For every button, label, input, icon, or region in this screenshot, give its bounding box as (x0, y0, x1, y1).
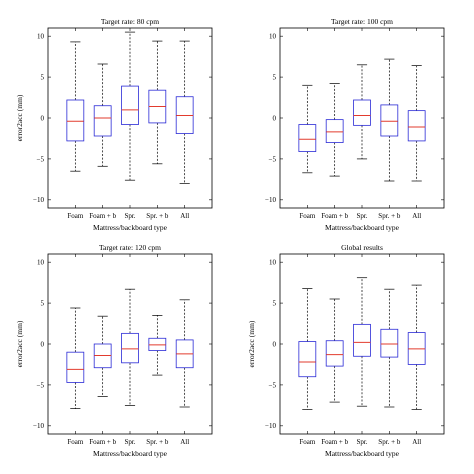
box-3 (353, 277, 371, 407)
box-1 (298, 288, 317, 410)
box-5 (175, 40, 194, 184)
box-1 (66, 307, 85, 409)
y-tick-label: 10 (269, 33, 277, 41)
y-tick-label: 5 (41, 299, 45, 307)
iqr-box (380, 104, 399, 137)
panel-1: Target rate: 80 cpm Mattress/backboard ty… (15, 17, 213, 232)
y-tick-label: 5 (273, 73, 277, 81)
chart-title: Global results (341, 243, 383, 252)
y-axis-label: error2acc (mm) (247, 320, 256, 367)
chart-title: Target rate: 100 cpm (331, 17, 393, 26)
box-3 (121, 31, 139, 181)
box-1 (298, 84, 317, 174)
box-4 (380, 58, 399, 182)
y-tick-label: 10 (37, 33, 45, 41)
x-tick-label: Spr. (124, 438, 135, 446)
x-tick-label: Spr. + b (378, 212, 401, 220)
y-tick-label: −10 (33, 422, 44, 430)
panel-2: Target rate: 100 cpm Mattress/backboard t… (265, 17, 445, 232)
iqr-box (121, 85, 139, 125)
y-tick-label: 0 (273, 340, 277, 348)
x-tick-label: All (180, 212, 189, 220)
panel-4: Global results Mattress/backboard type err… (247, 243, 445, 458)
x-tick-label: All (412, 438, 421, 446)
x-tick-label: Foam (299, 212, 316, 220)
box-4 (148, 40, 167, 165)
iqr-box (325, 119, 344, 143)
y-tick-label: −5 (37, 381, 45, 389)
y-tick-label: −10 (265, 196, 276, 204)
y-tick-label: 0 (41, 340, 45, 348)
x-axis-label: Mattress/backboard type (325, 223, 400, 232)
y-tick-label: −5 (37, 155, 45, 163)
iqr-box (298, 341, 317, 378)
iqr-box (298, 124, 317, 152)
box-4 (148, 315, 167, 376)
box-2 (325, 298, 344, 403)
y-tick-label: −5 (269, 381, 277, 389)
x-tick-label: Foam (299, 438, 316, 446)
box-2 (93, 63, 112, 167)
chart-title: Target rate: 80 cpm (101, 17, 159, 26)
x-tick-label: Foam + b (89, 438, 116, 446)
y-tick-label: 5 (273, 299, 277, 307)
chart-title: Target rate: 120 cpm (99, 243, 161, 252)
y-tick-label: 10 (37, 259, 45, 267)
x-tick-label: Foam + b (321, 438, 348, 446)
y-axis-label: error2acc (mm) (15, 94, 24, 141)
iqr-box (353, 99, 371, 126)
box-3 (121, 288, 139, 406)
x-tick-label: Foam (67, 438, 84, 446)
box-5 (175, 299, 194, 408)
x-tick-label: All (412, 212, 421, 220)
iqr-box (121, 332, 139, 364)
x-tick-label: Spr. (356, 438, 367, 446)
x-tick-label: Spr. + b (378, 438, 401, 446)
axes-frame (47, 27, 213, 209)
x-axis-label: Mattress/backboard type (93, 449, 168, 458)
y-tick-label: −10 (265, 422, 276, 430)
box-4 (380, 288, 399, 408)
box-1 (66, 41, 85, 172)
iqr-box (353, 323, 371, 357)
iqr-box (380, 328, 399, 358)
box-2 (325, 83, 344, 177)
x-tick-label: Spr. (124, 212, 135, 220)
box-2 (93, 315, 112, 397)
x-axis-label: Mattress/backboard type (93, 223, 168, 232)
y-tick-label: −5 (269, 155, 277, 163)
y-tick-label: 0 (41, 114, 45, 122)
y-tick-label: 10 (269, 259, 277, 267)
x-tick-label: Spr. + b (146, 438, 169, 446)
iqr-box (66, 351, 85, 383)
y-tick-label: 5 (41, 73, 45, 81)
iqr-box (93, 105, 112, 137)
x-tick-label: All (180, 438, 189, 446)
x-axis-label: Mattress/backboard type (325, 449, 400, 458)
y-axis-label: error2acc (mm) (15, 320, 24, 367)
box-5 (407, 284, 426, 410)
x-tick-label: Spr. + b (146, 212, 169, 220)
x-tick-label: Foam (67, 212, 84, 220)
box-5 (407, 65, 426, 182)
x-tick-label: Spr. (356, 212, 367, 220)
x-tick-label: Foam + b (89, 212, 116, 220)
box-3 (353, 64, 371, 160)
iqr-box (325, 340, 344, 367)
panel-3: Target rate: 120 cpm Mattress/backboard t… (15, 243, 213, 458)
iqr-box (66, 99, 85, 142)
y-tick-label: −10 (33, 196, 44, 204)
y-tick-label: 0 (273, 114, 277, 122)
iqr-box (407, 110, 426, 142)
x-tick-label: Foam + b (321, 212, 348, 220)
